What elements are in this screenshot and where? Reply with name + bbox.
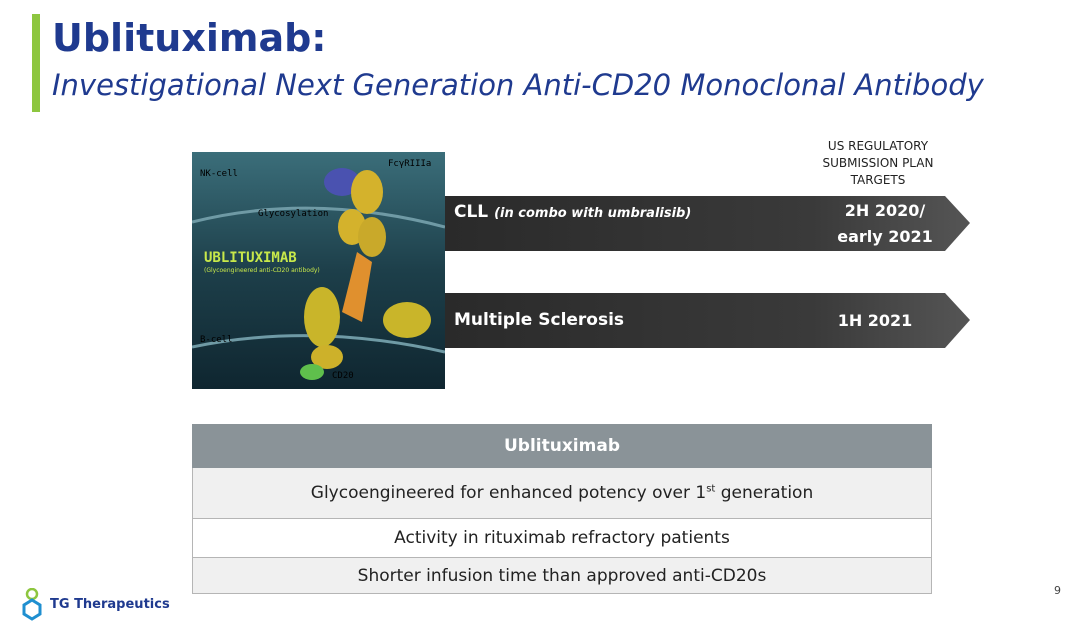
image-label: Glycosylation [258,209,328,219]
arrows [445,196,970,348]
table-cell: Glycoengineered for enhanced potency ove… [192,467,932,519]
header-line: TARGETS [850,173,906,187]
table-cell: Shorter infusion time than approved anti… [192,557,932,594]
subtitle: Investigational Next Generation Anti-CD2… [52,68,984,102]
title: Ublituximab: [52,16,327,60]
target: 1H 2021 [815,308,935,334]
image-label: (Glycoengineered anti-CD20 antibody) [204,267,320,274]
cell-text: generation [715,483,814,503]
page-number: 9 [1054,584,1061,597]
target-line: 2H 2020/ [844,201,926,220]
superscript: st [706,483,716,495]
target-line: 1H 2021 [837,311,913,330]
arrow [445,293,970,348]
image-label: B-cell [200,335,233,345]
antibody-image: NK-cell FcγRIIIa Glycosylation UBLITUXIM… [192,152,445,389]
indication: CLL [454,202,489,222]
target-line: early 2021 [837,227,933,246]
plan-label: CLL (in combo with umbralisib) [454,202,691,222]
header-line: SUBMISSION PLAN [822,156,934,170]
logo-icon [22,588,42,621]
note: (in combo with umbralisib) [494,206,692,221]
table-cell: Activity in rituximab refractory patient… [192,518,932,558]
table: Ublituximab Glycoengineered for enhanced… [192,424,932,594]
image-label: CD20 [332,371,354,381]
plan-label: Multiple Sclerosis [454,310,624,330]
company: TG Therapeutics [50,597,170,612]
accent-bar [32,14,40,112]
header-line: US REGULATORY [827,139,929,153]
image-label: FcγRIIIa [388,159,431,169]
table-header: Ublituximab [192,424,932,468]
image-label: NK-cell [200,169,238,179]
target: 2H 2020/ early 2021 [825,198,945,250]
arrow [445,196,970,251]
targets-header: US REGULATORY SUBMISSION PLAN TARGETS [808,138,948,189]
image-label: UBLITUXIMAB [204,250,297,266]
indication: Multiple Sclerosis [454,310,625,330]
cell-text: Glycoengineered for enhanced potency ove… [310,483,707,503]
